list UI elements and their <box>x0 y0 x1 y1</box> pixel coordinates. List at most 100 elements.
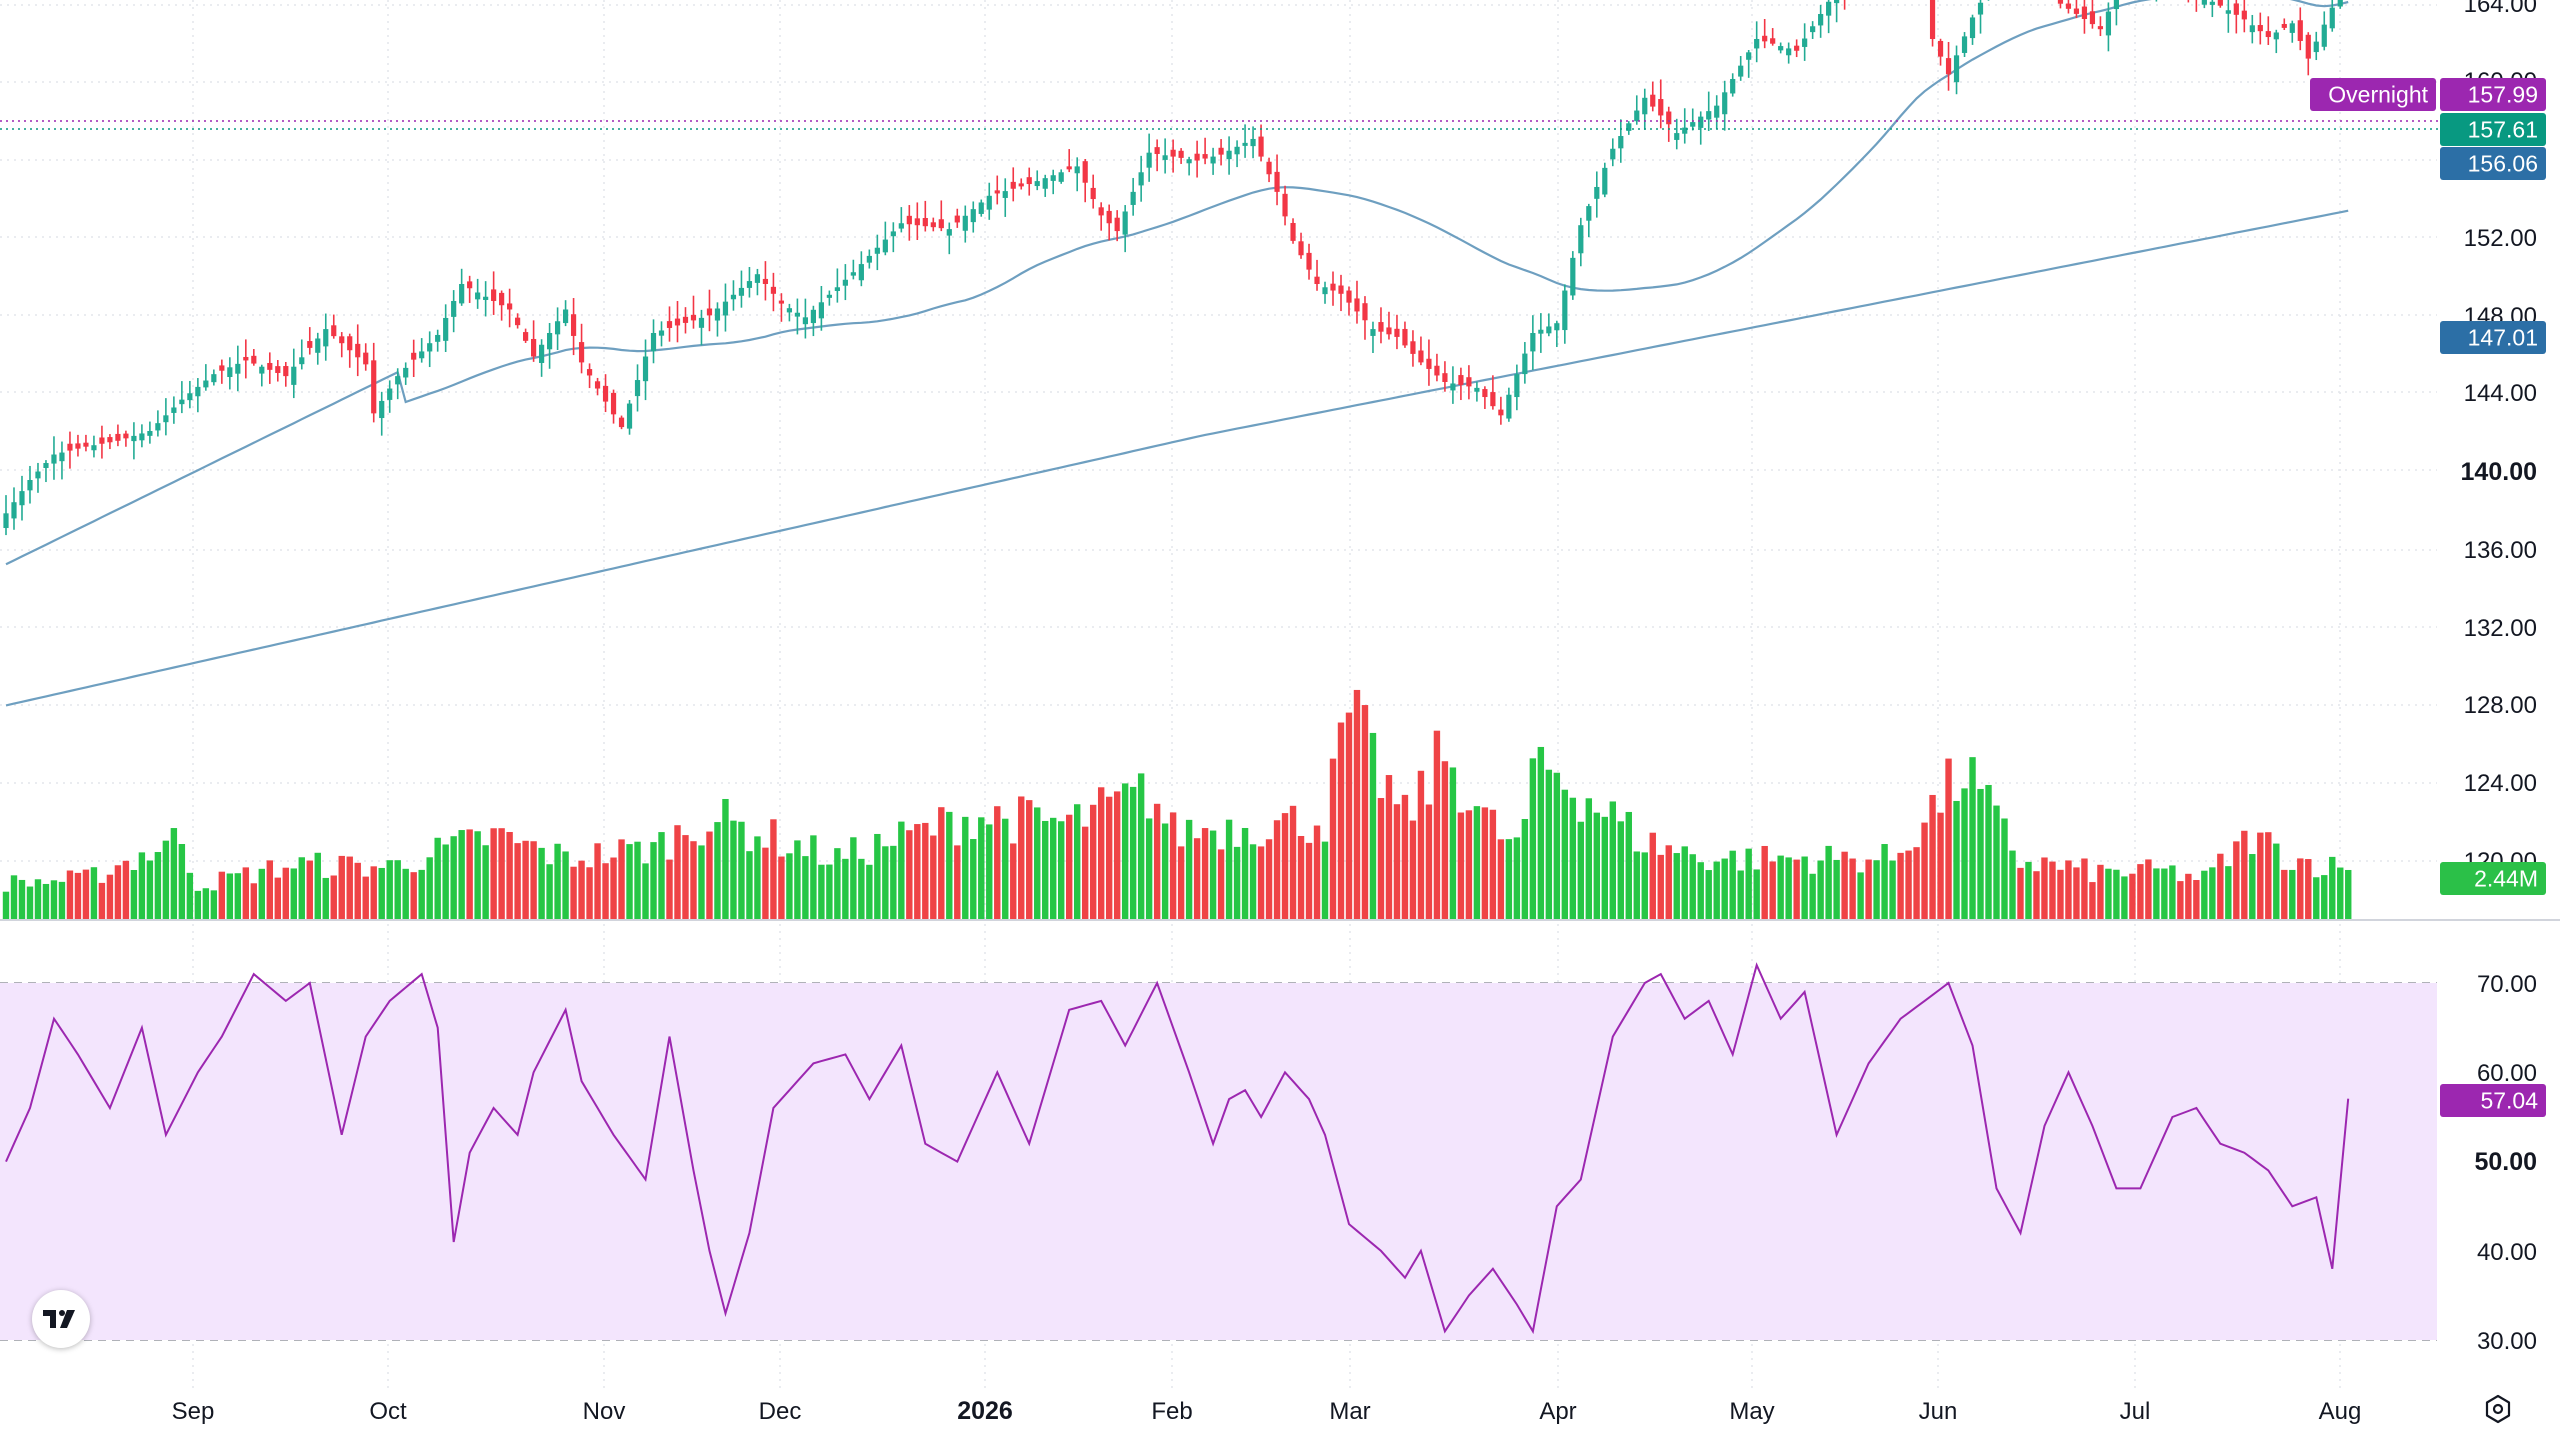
candle <box>946 222 952 255</box>
volume-bar <box>1097 787 1105 920</box>
volume-bar <box>1537 746 1545 920</box>
volume-bar <box>1137 773 1145 920</box>
candle <box>1282 185 1288 226</box>
candle <box>83 434 89 452</box>
volume-bar <box>642 863 649 920</box>
candle <box>1090 174 1096 209</box>
volume-bar <box>674 825 681 920</box>
rsi-value-tag: 57.04 <box>2440 1084 2546 1117</box>
time-axis[interactable]: Sep Oct Nov Dec 2026 Feb Mar Apr May Jun Jul Aug <box>172 1397 2362 1425</box>
volume-bar <box>1241 827 1249 920</box>
candle <box>1674 118 1680 150</box>
volume-bar <box>626 844 633 920</box>
candle <box>1969 14 1976 45</box>
candle <box>211 369 217 386</box>
candle <box>1714 95 1720 129</box>
volume-bar <box>866 864 873 920</box>
volume-bar <box>1633 851 1640 920</box>
volume-bar <box>1521 818 1529 920</box>
tradingview-logo-icon[interactable] <box>32 1290 90 1348</box>
candle <box>1546 313 1552 337</box>
volume-bar <box>522 840 529 920</box>
volume-bar <box>1553 772 1561 920</box>
volume-bar <box>154 852 162 920</box>
volume-bar <box>930 835 937 920</box>
candle <box>1426 339 1432 386</box>
candle <box>1002 178 1008 217</box>
volume-bar <box>1841 851 1848 920</box>
volume-bar <box>2185 873 2192 920</box>
volume-bar <box>1073 804 1081 920</box>
candle <box>1386 311 1392 340</box>
settings-gear-icon[interactable] <box>2480 1391 2516 1427</box>
volume-bar <box>2105 868 2112 920</box>
candle <box>1770 28 1776 46</box>
volume-bar <box>1018 796 1025 920</box>
candle <box>323 313 329 361</box>
volume-bar <box>1825 845 1832 920</box>
volume-bar <box>2193 880 2200 920</box>
volume-bar <box>1465 810 1473 920</box>
volume-bar <box>618 839 625 920</box>
time-tick-label: Mar <box>1329 1398 1370 1425</box>
candle <box>626 399 633 435</box>
volume-bar <box>1393 804 1401 920</box>
volume-bar <box>2137 864 2144 920</box>
volume-bar <box>458 830 465 920</box>
volume-bar <box>506 832 513 920</box>
time-tick-label: Nov <box>583 1398 626 1425</box>
volume-bar <box>2257 832 2264 920</box>
volume-bar <box>1809 873 1816 920</box>
candle <box>2073 0 2080 19</box>
volume-bar <box>394 860 401 920</box>
candle <box>1322 281 1328 304</box>
volume-bar <box>2209 867 2216 920</box>
volume-bar <box>1713 861 1720 920</box>
volume-bar <box>146 860 154 920</box>
candle <box>2225 0 2231 33</box>
candle <box>2241 0 2247 33</box>
rsi-axis[interactable]: 70.00 60.00 50.00 40.00 30.00 <box>2474 971 2537 1355</box>
candle <box>2289 20 2295 43</box>
volume-bar <box>978 817 985 920</box>
candle <box>1562 284 1568 344</box>
candle <box>1794 39 1800 58</box>
candle <box>538 339 545 377</box>
candle <box>1218 139 1224 166</box>
volume-bar <box>2217 853 2224 920</box>
candle <box>1746 50 1752 78</box>
volume-bar <box>698 845 705 920</box>
volume-bar <box>370 866 377 920</box>
candle <box>1194 140 1200 178</box>
volume-bar <box>842 858 849 920</box>
candle <box>730 280 737 311</box>
volume-bar <box>1010 843 1017 920</box>
volume-bar <box>18 879 26 920</box>
volume-bar <box>2329 856 2336 920</box>
volume-bar <box>282 867 289 920</box>
candle <box>1658 79 1664 129</box>
candle <box>2265 16 2271 46</box>
candle <box>1226 136 1232 175</box>
volume-bar <box>898 821 905 920</box>
svg-text:2.44M: 2.44M <box>2474 866 2538 892</box>
candle <box>2105 2 2112 52</box>
candle <box>962 205 968 243</box>
rsi-tick-label: 70.00 <box>2477 971 2537 998</box>
candle <box>1498 396 1504 425</box>
candle <box>451 290 457 333</box>
volume-bar <box>1489 809 1497 920</box>
candle <box>1698 111 1704 145</box>
volume-bar <box>1657 854 1664 920</box>
candle <box>1778 42 1784 54</box>
volume-bar <box>1985 784 1992 920</box>
volume-bar <box>1058 821 1065 920</box>
volume-bar <box>1961 788 1968 920</box>
candle <box>299 339 305 370</box>
volume-bar <box>210 890 218 920</box>
volume-bar <box>1449 767 1457 920</box>
candle <box>43 460 49 483</box>
time-tick-label: Jun <box>1919 1398 1958 1425</box>
candle <box>1810 21 1816 39</box>
